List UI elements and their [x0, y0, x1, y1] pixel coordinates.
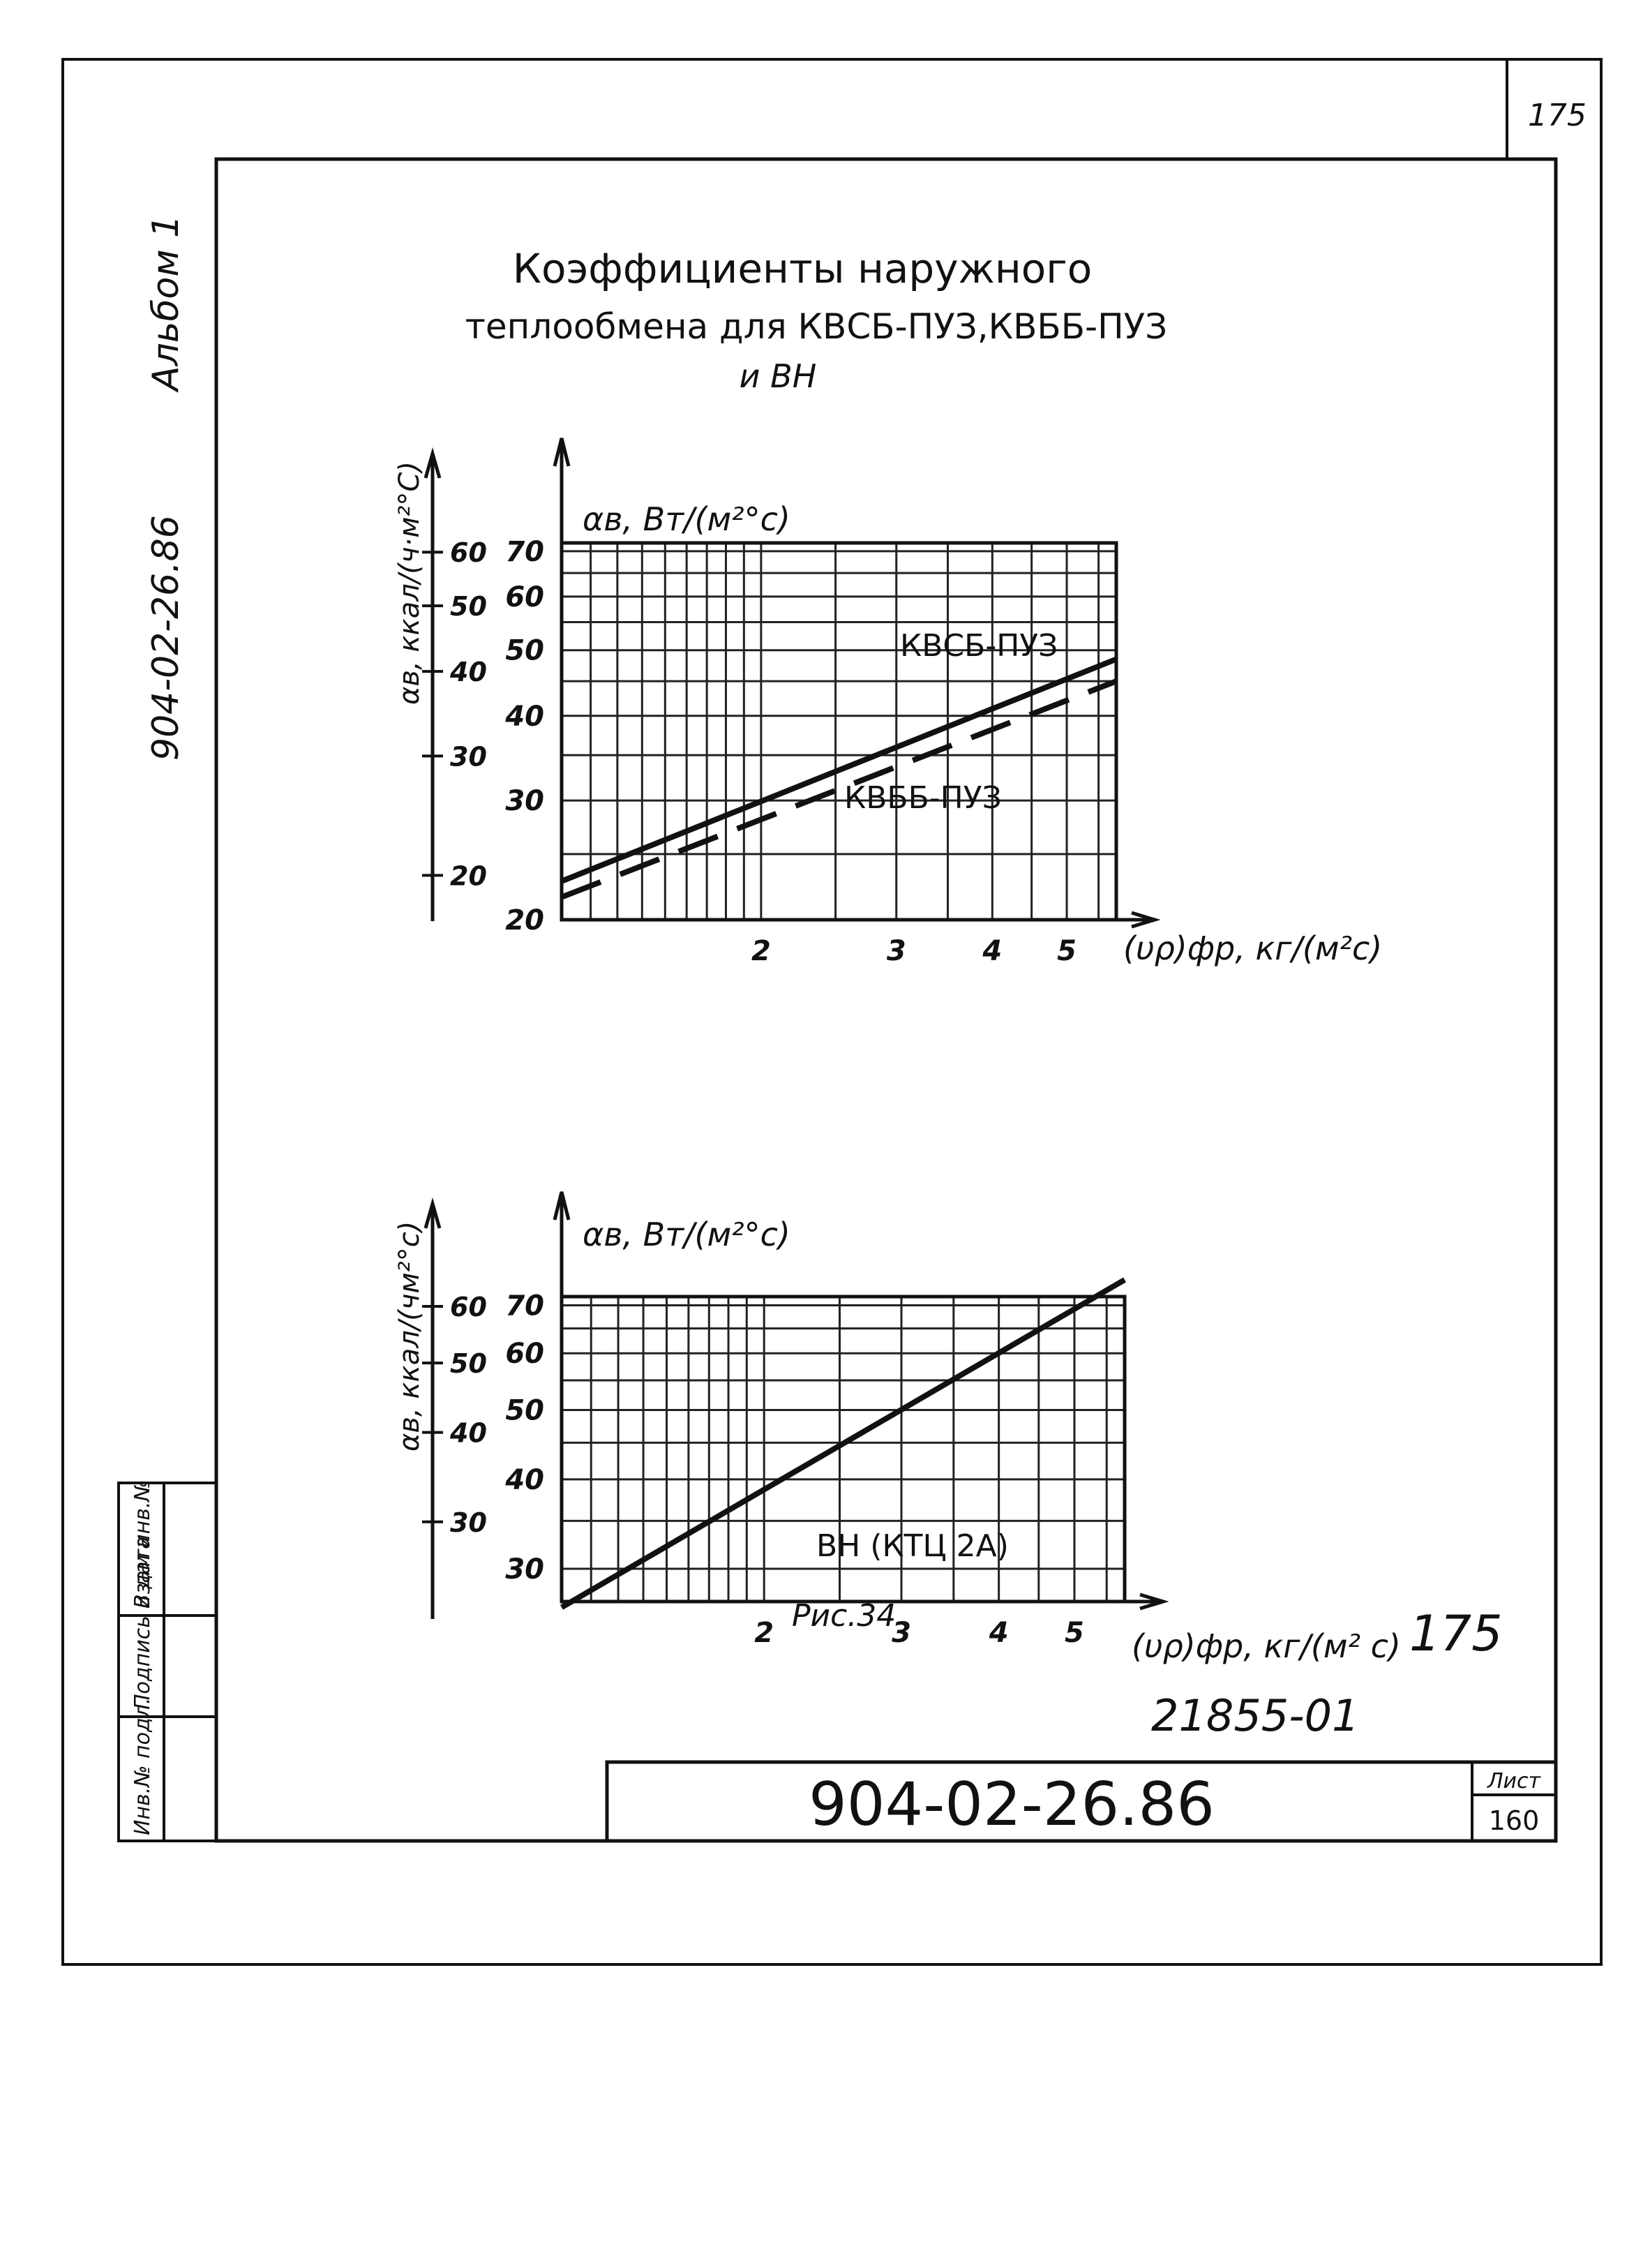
title-line-1: Коэффициенты наружного — [513, 245, 1092, 292]
secondary-y-tick-label: 40 — [449, 657, 487, 687]
y-axis-label: αв, Вт/(м²°с) — [583, 500, 790, 538]
title-block: 904-02-26.86 Лист 160 — [605, 1760, 1558, 1843]
series-line-1 — [560, 1277, 1127, 1610]
outer-border — [61, 58, 1603, 1966]
x-axis-arrow — [1131, 911, 1161, 929]
secondary-y-tick-label: 20 — [450, 860, 487, 891]
list-label: Лист — [1487, 1769, 1542, 1793]
secondary-y-tick-label: 60 — [450, 537, 487, 568]
series-line-2 — [560, 678, 1118, 900]
x-tick-label: 3 — [887, 935, 906, 967]
y-axis-arrow — [553, 438, 571, 467]
chart-top: 20 30 40 50 60 20 30 40 50 60 70 2 3 4 5 αв, Вт/(м²°с) (… — [393, 438, 1382, 967]
y-tick-label: 30 — [505, 1553, 544, 1586]
x-tick-label: 2 — [754, 1617, 774, 1649]
y-tick-label: 40 — [504, 1464, 544, 1496]
drawing-code: 904-02-26.86 — [809, 1770, 1215, 1840]
series-label-2: КВББ-ПУЗ — [844, 780, 1002, 816]
y-tick-label: 70 — [505, 1290, 544, 1322]
title-line-2: теплообмена для КВСБ-ПУЗ,КВББ-ПУЗ — [465, 306, 1167, 347]
secondary-y-tick-label: 30 — [450, 741, 487, 772]
y-tick-label: 70 — [505, 536, 544, 568]
x-tick-label: 5 — [1057, 935, 1077, 967]
album-label: Альбом 1 — [145, 215, 187, 393]
series-line-1 — [560, 656, 1118, 884]
x-tick-label: 3 — [892, 1617, 911, 1649]
secondary-y-axis-arrow — [423, 447, 442, 479]
x-tick-label: 2 — [751, 935, 771, 967]
x-tick-label: 5 — [1065, 1617, 1084, 1649]
title-block-frame — [605, 1760, 1558, 1843]
x-axis-label: (υρ)фр, кг/(м²с) — [1123, 930, 1382, 967]
left-stamp: Взам инв.№ Подпись и дата Инв.№ подл. — [117, 1479, 218, 1842]
x-tick-label: 4 — [982, 935, 1002, 967]
y-tick-label: 60 — [505, 1338, 544, 1370]
x-axis-arrow — [1139, 1592, 1169, 1611]
side-drawing-code: 904-02-26.86 — [145, 515, 187, 761]
corner-number: 175 — [1528, 98, 1587, 133]
list-number: 160 — [1489, 1805, 1540, 1836]
stamp-value-column — [163, 1482, 218, 1842]
y-tick-label: 50 — [505, 635, 544, 667]
y-axis-arrow — [553, 1191, 571, 1221]
y-tick-label: 20 — [505, 904, 544, 937]
y-axis-label: αв, Вт/(м²°с) — [583, 1216, 790, 1253]
stamp-cell-replace-inv: Взам инв.№ — [130, 1479, 155, 1609]
series-label-1: ВН (КТЦ 2А) — [816, 1528, 1009, 1564]
secondary-y-tick-label: 50 — [450, 591, 487, 622]
y-tick-label: 30 — [505, 785, 544, 817]
y-tick-label: 50 — [505, 1394, 544, 1426]
x-axis-label: (υρ)фр, кг/(м² с) — [1132, 1627, 1401, 1665]
stamp-cell-inv-original: Инв.№ подл. — [130, 1698, 155, 1835]
secondary-y-tick-label: 30 — [450, 1507, 487, 1538]
series-label-1: КВСБ-ПУЗ — [900, 628, 1058, 664]
secondary-y-tick-label: 40 — [449, 1418, 487, 1449]
x-tick-label: 4 — [989, 1617, 1009, 1649]
secondary-y-axis-label: αв, ккал/(чм²°с) — [393, 1221, 426, 1452]
secondary-y-tick-label: 60 — [450, 1292, 487, 1322]
y-tick-label: 40 — [504, 701, 544, 733]
title-line-3: и ВН — [740, 357, 817, 395]
chart-bottom: 30 40 50 60 30 40 50 60 70 2 3 4 5 αв, Вт/(м²°с) (υρ)ф… — [393, 1191, 1401, 1665]
secondary-y-axis-label: αв, ккал/(ч·м²°С) — [393, 461, 426, 705]
secondary-y-axis-arrow — [423, 1197, 442, 1229]
stamp-cell-signature-date: Подпись и дата — [130, 1537, 155, 1710]
figure-caption: Рис.34 — [792, 1598, 896, 1634]
y-tick-label: 60 — [505, 581, 544, 613]
handwritten-number: 175 — [1409, 1605, 1503, 1662]
secondary-y-tick-label: 50 — [450, 1348, 487, 1379]
inner-frame — [214, 157, 1558, 1843]
inventory-code: 21855-01 — [1151, 1690, 1360, 1741]
